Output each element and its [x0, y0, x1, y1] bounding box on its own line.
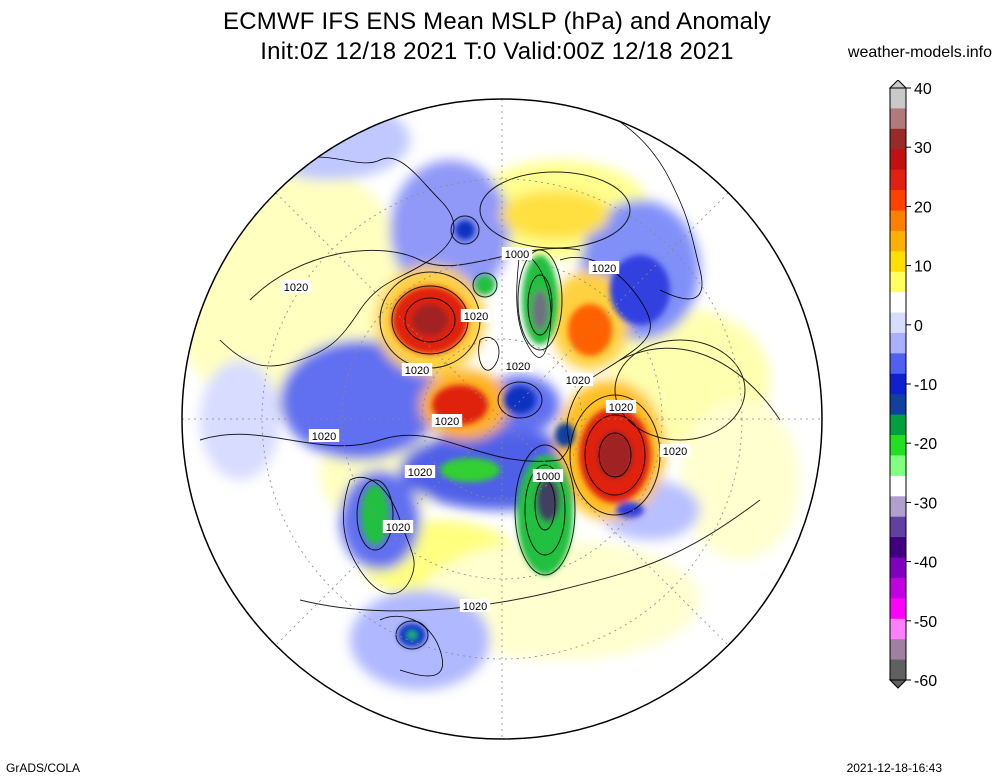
colorbar-swatch — [890, 230, 906, 252]
colorbar-swatch — [890, 210, 906, 232]
colorbar-swatch — [890, 516, 906, 538]
colorbar: 40 30 20 10 0 -10 -20 -30 -40 -50 -60 — [888, 80, 937, 690]
colorbar-tick-label: 40 — [914, 81, 932, 98]
colorbar-swatch — [890, 88, 906, 109]
colorbar-tick-label: -10 — [914, 377, 937, 394]
colorbar-swatch — [890, 190, 906, 211]
isobar-label: 1020 — [609, 402, 633, 414]
colorbar-swatch — [890, 618, 906, 640]
isobar-label: 1020 — [284, 282, 308, 294]
footer-credit: GrADS/COLA — [6, 761, 81, 775]
colorbar-tick-label: 30 — [914, 140, 932, 157]
isobar-label: 1020 — [566, 375, 590, 387]
colorbar-swatch — [890, 292, 906, 314]
colorbar-swatch — [890, 332, 906, 354]
colorbar-tick-label: 10 — [914, 259, 932, 276]
contour-labels: 1000 1020 1020 1020 1020 1020 1020 1020 1020 1020… — [280, 247, 691, 613]
title-line-1: ECMWF IFS ENS Mean MSLP (hPa) and Anomal… — [223, 8, 771, 35]
source-site: weather-models.info — [847, 44, 992, 61]
colorbar-swatch — [890, 577, 906, 599]
colorbar-swatch — [890, 598, 906, 620]
isobar-label: 1020 — [408, 467, 432, 479]
colorbar-swatch — [890, 537, 906, 559]
colorbar-swatch — [890, 373, 906, 395]
colorbar-tick-label: -40 — [914, 555, 937, 572]
isobar-label: 1000 — [536, 471, 560, 483]
colorbar-swatch — [890, 169, 906, 191]
title-line-2: Init:0Z 12/18 2021 T:0 Valid:00Z 12/18 2… — [260, 38, 734, 65]
colorbar-tick-label: 0 — [914, 318, 923, 335]
colorbar-tick-label: -20 — [914, 436, 937, 453]
isobar-label: 1020 — [464, 311, 488, 323]
colorbar-swatch — [890, 394, 906, 416]
colorbar-swatch — [890, 496, 906, 518]
isobar-label: 1020 — [663, 446, 687, 458]
colorbar-tick-label: -30 — [914, 495, 937, 512]
colorbar-swatch — [890, 251, 906, 273]
isobar-label: 1000 — [505, 249, 529, 261]
colorbar-swatch — [890, 414, 906, 436]
isobar-label: 1020 — [463, 601, 487, 613]
colorbar-swatch — [890, 149, 906, 171]
colorbar-swatch — [890, 353, 906, 375]
isobar-label: 1020 — [386, 522, 410, 534]
colorbar-swatch — [890, 639, 906, 661]
colorbar-swatch — [890, 312, 906, 334]
colorbar-swatch — [890, 128, 906, 150]
colorbar-swatch — [890, 271, 906, 293]
isobar-label: 1020 — [592, 263, 616, 275]
colorbar-swatch — [890, 557, 906, 579]
isobar-label: 1020 — [506, 361, 530, 373]
colorbar-tick-label: -50 — [914, 614, 937, 631]
colorbar-swatch — [890, 455, 906, 477]
colorbar-arrow — [888, 80, 908, 89]
map-boundary — [181, 98, 823, 740]
isobar-label: 1020 — [405, 365, 429, 377]
footer-timestamp: 2021-12-18-16:43 — [846, 761, 942, 775]
isobar-label: 1020 — [312, 431, 336, 443]
colorbar-swatch — [890, 108, 906, 130]
anomaly-field — [182, 99, 822, 739]
colorbar-tick-label: -60 — [914, 673, 937, 690]
colorbar-arrow — [888, 679, 908, 689]
colorbar-swatch — [890, 659, 906, 681]
colorbar-swatch — [890, 475, 906, 497]
isobar-label: 1020 — [435, 416, 459, 428]
colorbar-tick-label: 20 — [914, 199, 932, 216]
colorbar-swatch — [890, 435, 906, 456]
